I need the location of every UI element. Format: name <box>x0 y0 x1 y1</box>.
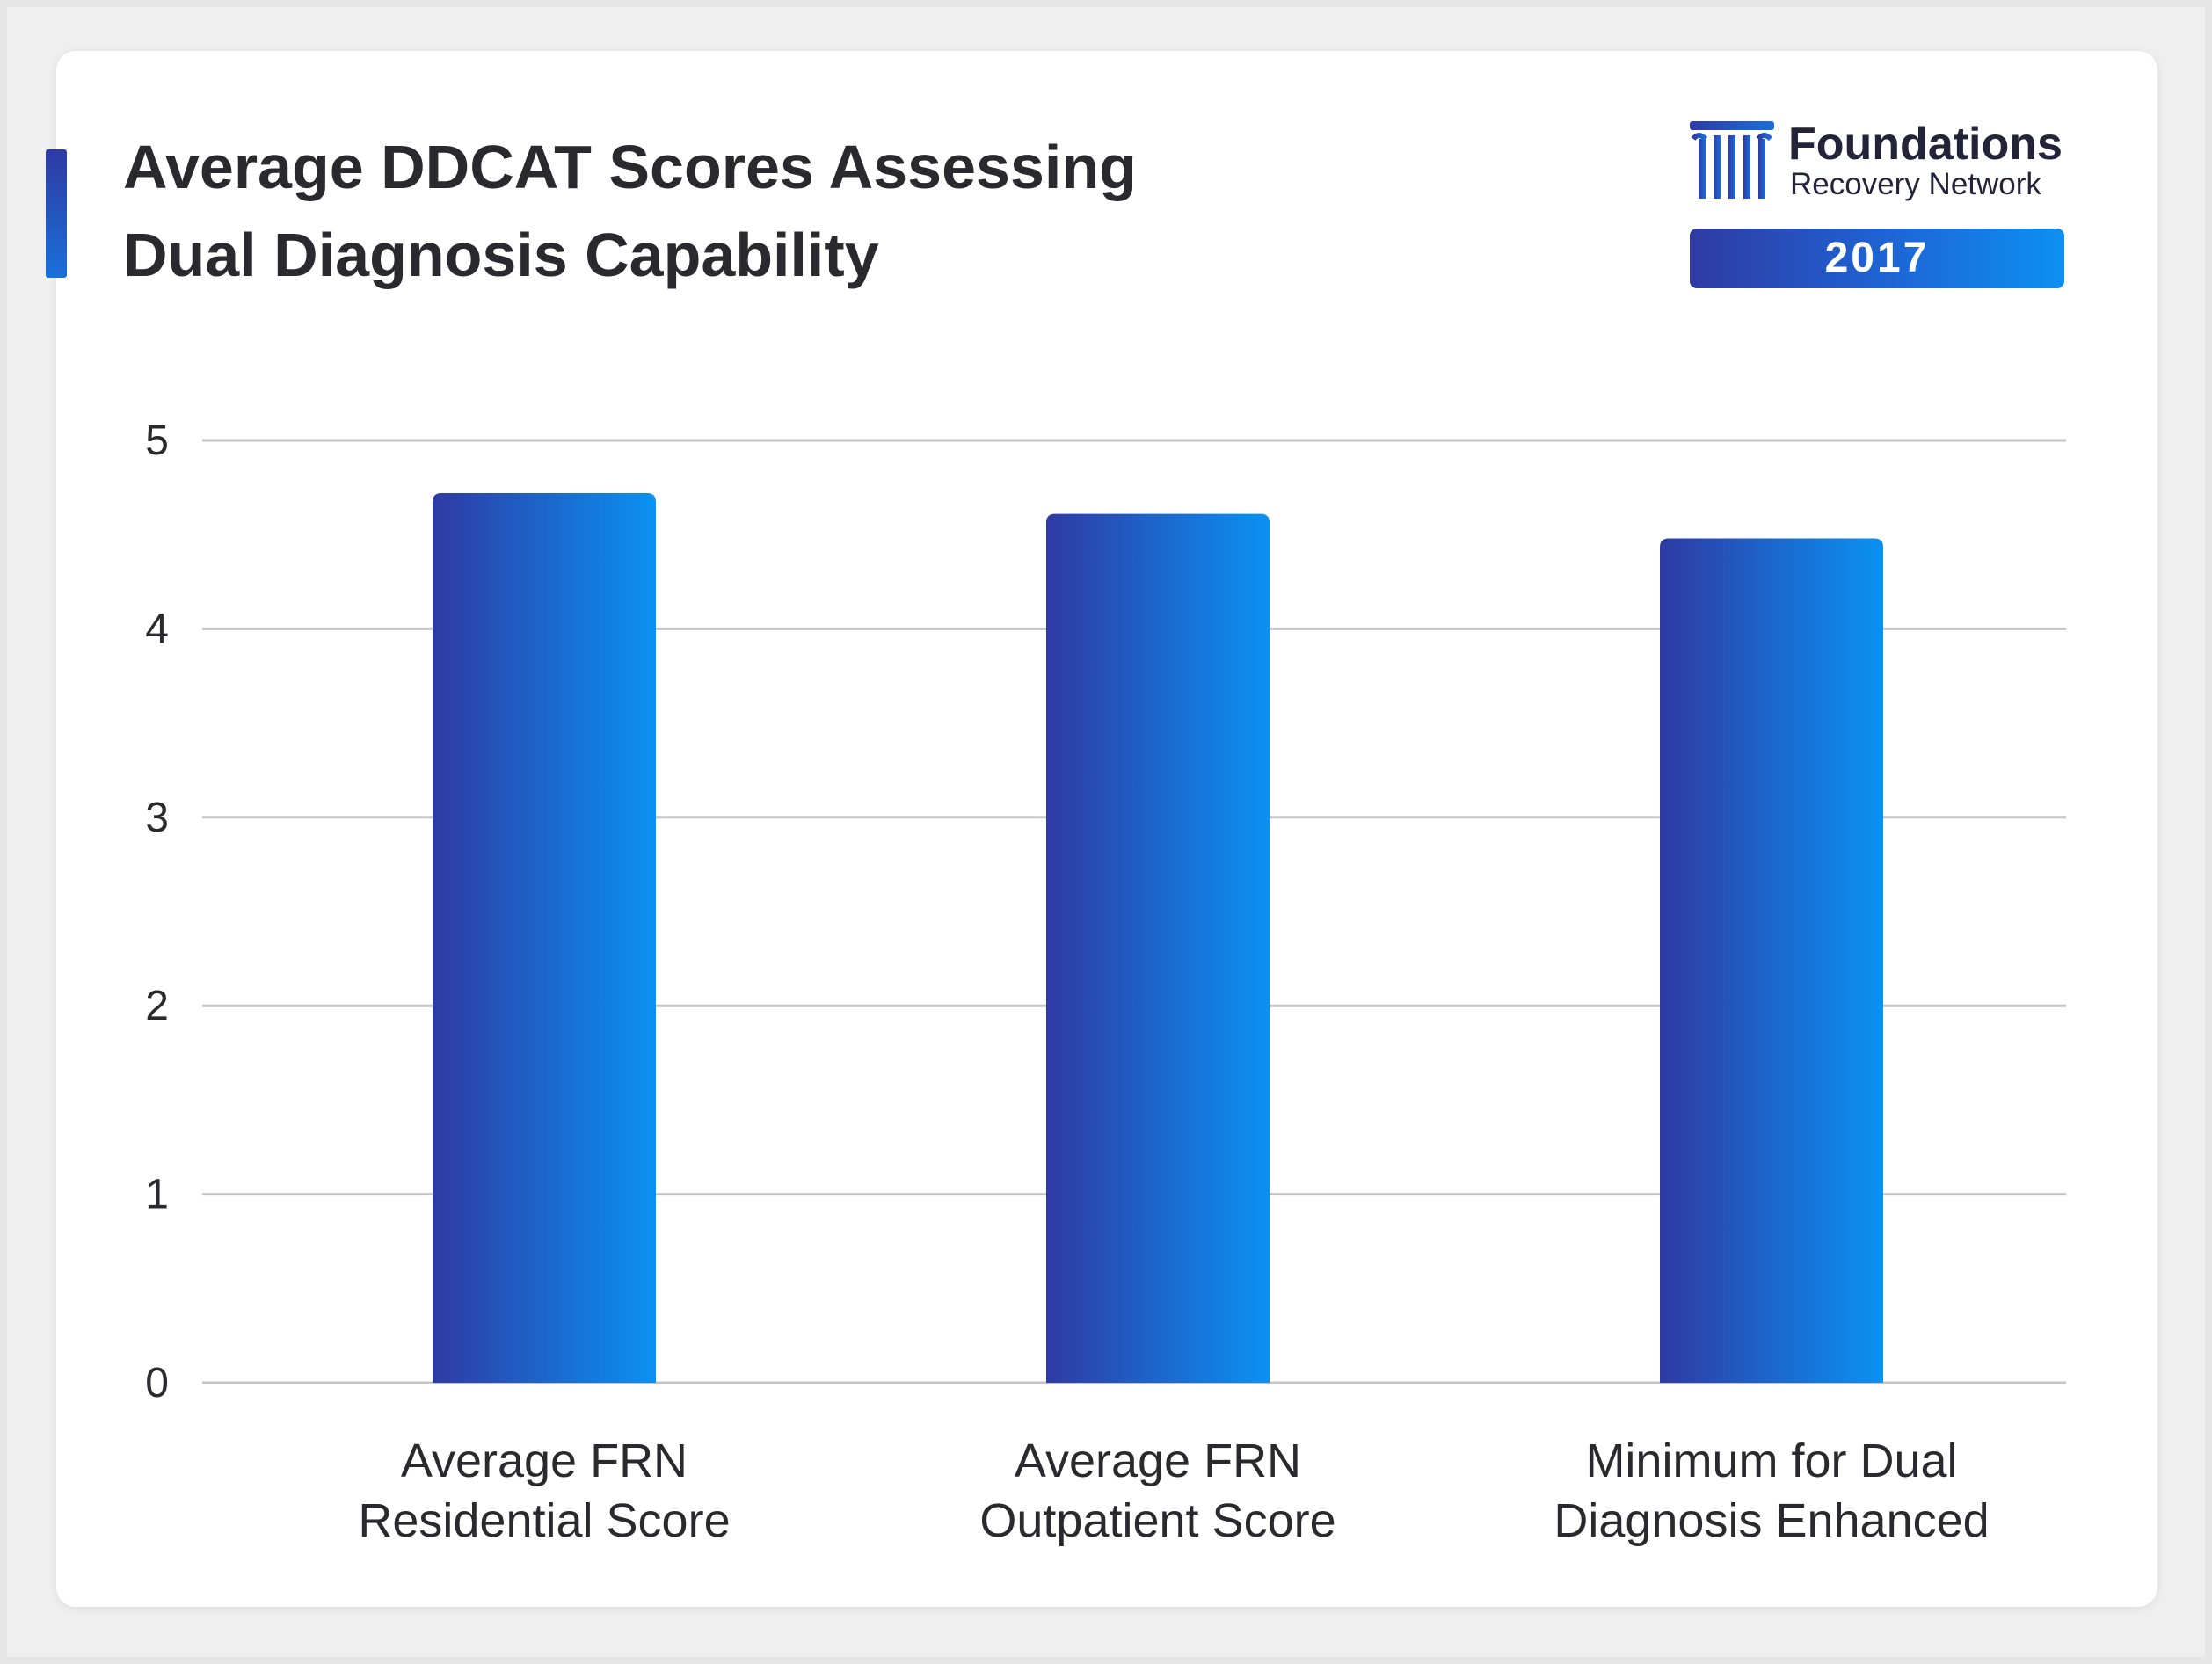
bars <box>433 493 1883 1383</box>
y-tick-label-3: 3 <box>145 795 169 841</box>
chart-title: Average DDCAT Scores Assessing Dual Diag… <box>123 123 1442 299</box>
y-tick-label-0: 0 <box>145 1360 169 1406</box>
y-tick-label-4: 4 <box>145 606 169 652</box>
year-badge: 2017 <box>1690 229 2064 288</box>
x-tick-label-1: Average FRN Residential Score <box>358 1435 730 1547</box>
x-tick-label-2: Average FRN Outpatient Score <box>979 1435 1335 1547</box>
brand-logo: Foundations Recovery Network 2017 <box>1690 119 2068 297</box>
bar-2 <box>1046 513 1270 1383</box>
y-tick-label-2: 2 <box>145 983 169 1029</box>
bar-3 <box>1660 538 1883 1383</box>
y-axis-ticks: 0 1 2 3 4 5 <box>145 418 169 1406</box>
x-tick-label-line: Residential Score <box>358 1494 730 1547</box>
brand-name: Foundations <box>1788 119 2063 170</box>
x-axis-labels: Average FRN Residential Score Average FRN O… <box>358 1435 1989 1547</box>
y-tick-label-1: 1 <box>145 1172 169 1218</box>
x-tick-label-line: Average FRN <box>1015 1435 1301 1487</box>
chart-title-line-2: Dual Diagnosis Capability <box>123 221 879 289</box>
title-accent-bar <box>46 149 67 278</box>
y-tick-label-5: 5 <box>145 418 169 464</box>
brand-subtitle: Recovery Network <box>1790 167 2041 201</box>
x-tick-label-line: Average FRN <box>401 1435 688 1487</box>
x-tick-label-3: Minimum for Dual Diagnosis Enhanced <box>1553 1435 1989 1547</box>
x-tick-label-line: Diagnosis Enhanced <box>1553 1494 1989 1547</box>
bar-1 <box>433 493 656 1383</box>
x-tick-label-line: Outpatient Score <box>979 1494 1335 1547</box>
chart-title-line-1: Average DDCAT Scores Assessing <box>123 133 1137 201</box>
x-tick-label-line: Minimum for Dual <box>1585 1435 1957 1487</box>
pillar-columns-icon <box>1690 121 1774 199</box>
